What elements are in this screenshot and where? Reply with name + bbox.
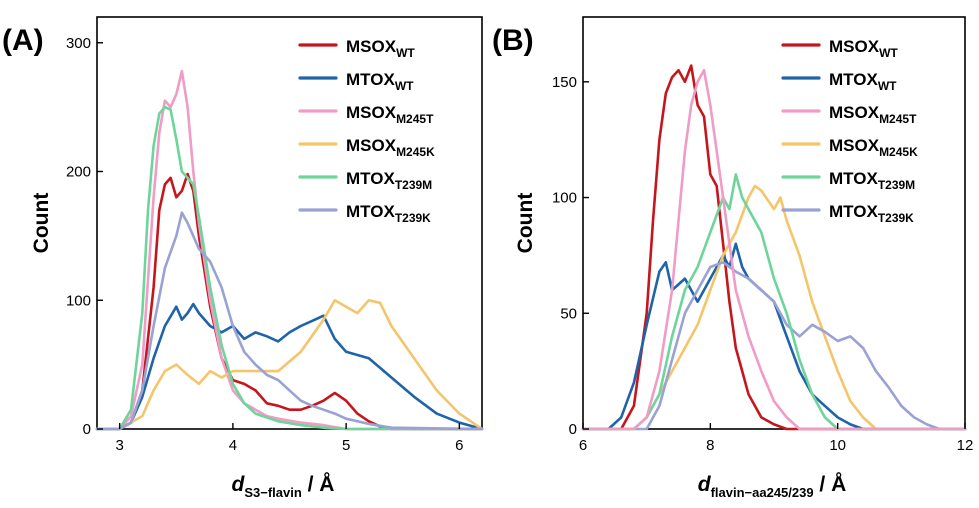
panel-b: (B) 6 8 10 12 0 50 100 150 MSOXWT MTOXWT MSOXM245… bbox=[492, 16, 973, 500]
panel-b-series-mtox-wt bbox=[581, 242, 967, 431]
panel-b-legend-entry: MSOXWT bbox=[829, 37, 898, 60]
panel-a-x-tick-label: 5 bbox=[342, 437, 350, 454]
panel-a-series-mtox-wt bbox=[95, 302, 484, 431]
panel-b-legend: MSOXWT MTOXWT MSOXM245T MSOXM245K MTOXT239M M… bbox=[781, 37, 918, 225]
panel-b-y-tick-label: 150 bbox=[552, 74, 577, 91]
panel-a-legend-entry: MSOXM245T bbox=[346, 103, 434, 126]
panel-a-y-axis-title: Count bbox=[30, 193, 53, 254]
panel-b-legend-entry: MTOXWT bbox=[829, 70, 897, 93]
panel-a-y-tick-label: 100 bbox=[66, 292, 91, 309]
panel-b-x-axis-title: dflavin−aa245/239 / Å bbox=[698, 472, 847, 500]
panel-b-x-tick-label: 10 bbox=[829, 437, 846, 454]
panel-a-legend-entry: MTOXT239K bbox=[346, 202, 431, 225]
panel-a-x-axis-title: dS3−flavin / Å bbox=[232, 472, 335, 500]
panel-b-series-msox-wt bbox=[581, 64, 967, 431]
panel-b-legend-entry: MTOXT239M bbox=[829, 169, 915, 192]
panel-b-series-msox-m245t bbox=[581, 68, 967, 431]
panel-a-legend-entry: MSOXM245K bbox=[346, 136, 435, 159]
panel-a-legend: MSOXWT MTOXWT MSOXM245T MSOXM245K MTOXT239M M… bbox=[298, 37, 435, 225]
panel-b-label: (B) bbox=[492, 24, 534, 57]
panel-a-ticks: 3 4 5 6 0 100 200 300 bbox=[66, 35, 464, 454]
panel-b-legend-entry: MSOXM245T bbox=[829, 103, 917, 126]
panel-b-series-layer bbox=[581, 64, 967, 431]
panel-a: (A) 3 4 5 6 0 100 200 300 MSOXWT MTOXWT MSOXM245T… bbox=[2, 16, 484, 500]
panel-b-y-axis-title: Count bbox=[514, 193, 537, 254]
panel-a-series-msox-m245k bbox=[95, 298, 484, 431]
panel-a-y-tick-label: 0 bbox=[83, 421, 91, 438]
panel-a-legend-entry: MTOXWT bbox=[346, 70, 414, 93]
panel-a-series-layer bbox=[95, 69, 484, 431]
panel-a-x-tick-label: 6 bbox=[455, 437, 463, 454]
panel-b-ticks: 6 8 10 12 0 50 100 150 bbox=[552, 74, 973, 454]
panel-a-plot-frame bbox=[96, 16, 483, 430]
panel-b-y-tick-label: 100 bbox=[552, 190, 577, 207]
panel-a-y-tick-label: 200 bbox=[66, 164, 91, 181]
panel-a-legend-entry: MTOXT239M bbox=[346, 169, 432, 192]
panel-a-legend-entry: MSOXWT bbox=[346, 37, 415, 60]
panel-b-legend-entry: MTOXT239K bbox=[829, 202, 914, 225]
panel-b-series-msox-m245k bbox=[581, 184, 967, 431]
panel-b-legend-entry: MSOXM245K bbox=[829, 136, 918, 159]
panel-b-series-mtox-t239m bbox=[581, 173, 967, 431]
panel-b-y-tick-label: 0 bbox=[569, 421, 577, 438]
panel-a-series-mtox-t239k bbox=[95, 211, 484, 431]
panel-b-y-tick-label: 50 bbox=[560, 305, 577, 322]
panel-a-series-mtox-t239m bbox=[95, 105, 484, 431]
panel-b-x-tick-label: 6 bbox=[579, 437, 587, 454]
panel-b-x-tick-label: 8 bbox=[706, 437, 714, 454]
panel-b-x-tick-label: 12 bbox=[957, 437, 974, 454]
panel-a-y-tick-label: 300 bbox=[66, 35, 91, 52]
panel-b-plot-frame bbox=[582, 16, 966, 430]
panel-a-x-tick-label: 4 bbox=[229, 437, 237, 454]
panel-b-series-mtox-t239k bbox=[581, 260, 967, 431]
panel-a-x-tick-label: 3 bbox=[115, 437, 123, 454]
panel-a-label: (A) bbox=[2, 24, 44, 57]
